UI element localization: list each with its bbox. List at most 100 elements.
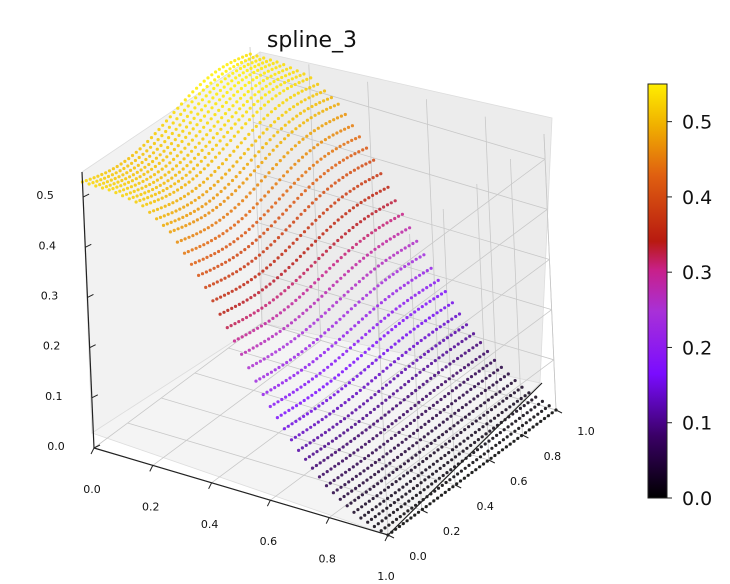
data-point [195,218,199,222]
data-point [312,423,317,427]
data-point [176,106,180,110]
data-point [387,523,391,527]
data-point [214,221,218,225]
data-point [215,297,219,301]
data-point [347,480,351,484]
data-point [310,393,314,397]
data-point [408,347,412,351]
data-point [539,419,543,423]
data-point [248,52,252,56]
data-point [273,107,277,111]
colorbar-tick-label: 0.5 [682,112,712,134]
data-point [250,143,254,147]
data-point [164,119,169,123]
data-point [456,356,460,361]
data-point [294,298,298,302]
data-point [185,213,189,218]
data-point [372,158,376,162]
data-point [252,328,256,333]
data-point [231,164,235,168]
data-point [312,146,316,150]
data-point [487,386,491,390]
data-point [418,438,423,442]
data-point [164,194,168,198]
data-point [339,129,343,133]
data-point [316,298,320,302]
data-point [500,410,504,415]
colorbar-gradient [647,83,668,499]
data-point [160,134,164,138]
data-point [247,348,251,352]
data-point [240,335,244,339]
data-point [475,406,479,411]
data-point [351,225,355,230]
data-point [237,118,241,122]
data-point [256,165,260,169]
data-point [271,298,275,302]
data-point [144,184,148,188]
data-point [377,458,381,462]
data-point [309,131,313,135]
data-point [161,189,165,193]
data-point [139,168,143,172]
data-point [321,385,325,389]
data-point [426,364,430,368]
data-point [515,409,519,413]
data-point [235,160,239,164]
data-point [233,322,237,326]
data-point [428,299,432,303]
data-point [212,86,216,91]
data-point [436,371,441,375]
data-point [156,138,160,142]
data-point [319,334,323,338]
data-point [359,371,363,375]
data-point [494,443,498,447]
data-point [217,234,221,238]
data-point [216,120,220,124]
data-point [359,220,363,224]
data-point [307,205,311,209]
data-point [312,84,316,88]
data-point [203,213,207,218]
data-point [272,259,276,263]
data-point [528,418,532,422]
data-point [273,220,277,224]
data-point [285,189,289,193]
data-point [450,301,454,305]
data-point [382,187,386,191]
data-point [348,363,352,367]
data-point [412,418,416,422]
data-point [364,314,368,318]
data-point [297,315,301,319]
data-point [423,422,427,426]
data-point [425,457,429,461]
data-point [388,395,392,399]
data-point [516,436,520,440]
data-point [278,91,282,95]
data-point [151,151,156,155]
data-point [436,486,441,490]
data-point [392,458,396,462]
data-point [264,303,268,308]
data-point [446,461,450,465]
data-point [473,385,477,389]
data-point [255,110,259,114]
data-point [172,157,176,161]
data-point [179,185,184,190]
data-point [275,295,279,299]
data-point [260,66,264,71]
data-point [163,140,167,144]
data-point [308,149,312,153]
data-point [238,170,242,175]
data-point [301,79,305,83]
colorbar-tick-label: 0.3 [682,262,712,284]
data-point [404,333,409,337]
data-point [333,376,337,380]
data-point [354,137,358,141]
data-point [463,351,467,355]
data-point [222,199,226,203]
data-point [241,318,245,322]
data-point [180,176,184,180]
data-point [251,206,255,210]
data-point [501,399,505,403]
